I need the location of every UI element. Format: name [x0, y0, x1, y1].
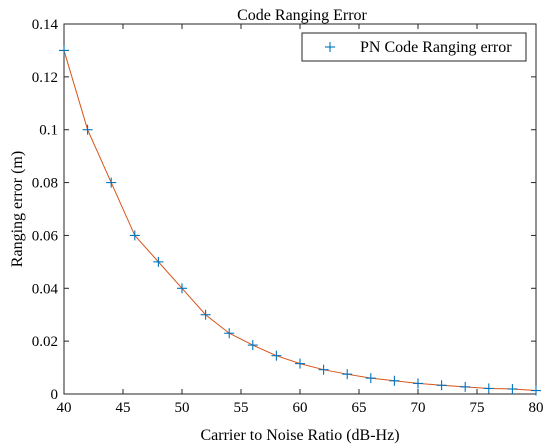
data-point-marker [153, 256, 164, 267]
y-tick-label: 0.04 [32, 281, 59, 297]
x-tick-label: 55 [234, 400, 249, 416]
data-point-marker [59, 45, 69, 56]
data-point-marker [389, 375, 400, 386]
y-tick-label: 0 [51, 387, 59, 403]
x-tick-label: 40 [57, 400, 72, 416]
data-point-marker [531, 385, 541, 396]
data-point-marker [106, 177, 117, 188]
data-point-marker [177, 283, 187, 294]
y-tick-label: 0.08 [32, 176, 58, 192]
axis-ticks: 40 45 50 55 60 65 70 75 80 0 0.02 0.04 0.06 0.08 0.1 0.… [32, 17, 544, 416]
legend: PN Code Ranging error [301, 32, 527, 62]
data-point-marker [318, 364, 329, 375]
data-point-marker [460, 381, 471, 392]
data-point-marker [129, 230, 140, 241]
y-tick-label: 0.02 [32, 334, 58, 350]
legend-label: PN Code Ranging error [360, 39, 512, 56]
data-point-marker [365, 373, 376, 384]
x-tick-label: 60 [293, 400, 308, 416]
plot-area [63, 23, 537, 395]
x-axis-label: Carrier to Noise Ratio (dB-Hz) [200, 427, 399, 444]
y-tick-label: 0.06 [32, 228, 59, 244]
y-axis-label: Ranging error (m) [9, 151, 26, 267]
x-tick-label: 65 [352, 400, 367, 416]
x-tick-label: 50 [175, 400, 190, 416]
data-point-marker [247, 340, 258, 351]
data-point-marker [82, 124, 93, 135]
data-point-marker [271, 350, 282, 361]
legend-box [301, 32, 527, 62]
x-tick-label: 80 [529, 400, 544, 416]
data-point-marker [200, 309, 211, 320]
x-tick-label: 75 [470, 400, 485, 416]
y-tick-label: 0.12 [32, 70, 58, 86]
legend-marker [325, 42, 335, 52]
x-tick-label: 70 [411, 400, 426, 416]
data-point-marker [224, 328, 235, 339]
x-tick-label: 45 [116, 400, 131, 416]
data-point-marker [342, 369, 353, 380]
data-point-marker [483, 383, 494, 394]
y-tick-label: 0.14 [32, 17, 59, 33]
data-point-marker [413, 378, 423, 389]
data-point-marker [507, 383, 518, 394]
series-layer [59, 45, 541, 396]
chart-title: Code Ranging Error [237, 7, 367, 24]
y-tick-label: 0.1 [39, 123, 58, 139]
data-point-marker [295, 358, 305, 369]
data-point-marker [436, 380, 447, 391]
